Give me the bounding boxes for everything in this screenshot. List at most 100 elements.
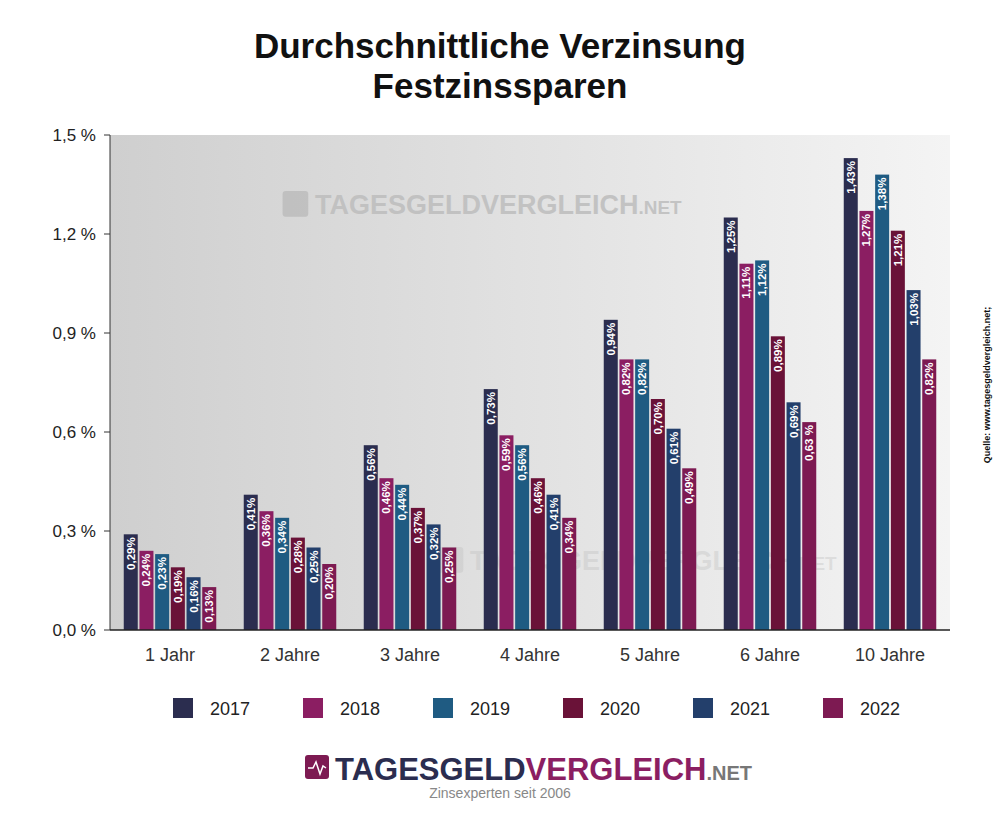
watermark: TAGESGELDVERGLEICH.NET [283,190,682,220]
bar [651,399,665,630]
data-label: 0,82% [636,362,648,395]
data-label: 1,21% [892,234,904,267]
bar [427,524,441,630]
y-tick [104,432,110,433]
bar [171,567,185,630]
data-label: 0,19% [172,570,184,603]
data-label: 0,70% [652,402,664,435]
logo-part: VERGLEICH [526,752,707,787]
data-label: 0,41% [245,498,257,531]
bar [724,218,738,631]
watermark-icon [283,191,309,217]
data-label: 0,25% [308,551,320,584]
y-tick-label: 0,0 % [53,621,96,640]
bar [667,429,681,630]
bar [364,445,378,630]
data-label: 0,29% [125,537,137,570]
logo-part: .NET [706,762,752,784]
data-label: 1,11% [740,267,752,299]
y-axis: 0,0 %0,3 %0,6 %0,9 %1,2 %1,5 % [53,126,110,640]
bar [124,534,138,630]
bar [562,518,576,630]
y-tick-label: 1,2 % [53,225,96,244]
x-tick-label: 2 Jahre [260,645,320,665]
y-tick [104,630,110,631]
bar [322,564,336,630]
legend-swatch [823,698,843,718]
logo-part: TAGESGELD [335,752,526,787]
bar [244,495,258,630]
legend-label: 2018 [340,699,380,719]
data-label: 0,46% [532,481,544,514]
legend-label: 2017 [210,699,250,719]
data-label: 1,27% [860,214,872,247]
y-axis-line [110,135,111,630]
data-label: 0,23% [156,557,168,590]
data-label: 1,43% [845,161,857,194]
y-tick-label: 0,3 % [53,522,96,541]
data-label: 0,41% [548,498,560,531]
data-label: 0,73% [485,392,497,425]
bar [291,538,305,630]
bar [442,548,456,631]
bar [635,359,649,630]
bar [891,231,905,630]
data-label: 0,28% [292,541,304,574]
bar [875,175,889,630]
y-tick-label: 0,9 % [53,324,96,343]
x-tick-label: 3 Jahre [380,645,440,665]
watermark-main: TAGESGELDVERGLEICH [315,190,639,220]
x-tick-label: 10 Jahre [855,645,925,665]
data-label: 0,82% [923,362,935,395]
bar [155,554,169,630]
bar [187,577,201,630]
data-label: 0,49% [683,471,695,504]
y-tick [104,333,110,334]
bar [395,485,409,630]
data-label: 0,25% [443,551,455,584]
bar [515,445,529,630]
x-tick-label: 6 Jahre [740,645,800,665]
title: Durchschnittliche Verzinsung [254,26,746,65]
legend-label: 2019 [470,699,510,719]
legend-swatch [693,698,713,718]
legend: 201720182019202020212022 [173,698,900,719]
bar [259,511,273,630]
bar [771,336,785,630]
bar [531,478,545,630]
data-label: 1,38% [876,178,888,211]
bar [619,359,633,630]
bar [755,260,769,630]
legend-swatch [563,698,583,718]
legend-label: 2022 [860,699,900,719]
y-tick-label: 1,5 % [53,126,96,145]
logo-text: TAGESGELDVERGLEICH.NET [335,752,752,787]
bar [202,587,216,630]
data-label: 0,94% [605,323,617,356]
data-label: 1,25% [725,221,737,254]
watermark-text: TAGESGELDVERGLEICH.NET [315,190,682,220]
data-label: 0,13% [203,590,215,623]
chart: Durchschnittliche VerzinsungFestzinsspar… [0,0,1000,817]
data-labels: 0,29%0,41%0,56%0,73%0,94%1,25%1,43%0,24%… [125,161,936,623]
data-label: 0,24% [140,554,152,587]
bar [275,518,289,630]
data-label: 0,63 % [803,425,815,461]
footer-logo: TAGESGELDVERGLEICH.NETZinsexperten seit … [305,752,752,801]
data-label: 0,46% [380,481,392,514]
watermark-suffix: .NET [639,197,682,218]
x-tick-label: 5 Jahre [620,645,680,665]
x-tick-label: 4 Jahre [500,645,560,665]
legend-swatch [433,698,453,718]
data-label: 0,59% [500,438,512,471]
bar [844,158,858,630]
data-label: 0,44% [396,488,408,521]
data-label: 0,16% [188,580,200,613]
data-label: 1,03% [908,293,920,326]
bar [139,551,153,630]
data-label: 0,34% [563,521,575,554]
bar [604,320,618,630]
bar [682,468,696,630]
data-label: 0,32% [428,527,440,560]
bar [547,495,561,630]
